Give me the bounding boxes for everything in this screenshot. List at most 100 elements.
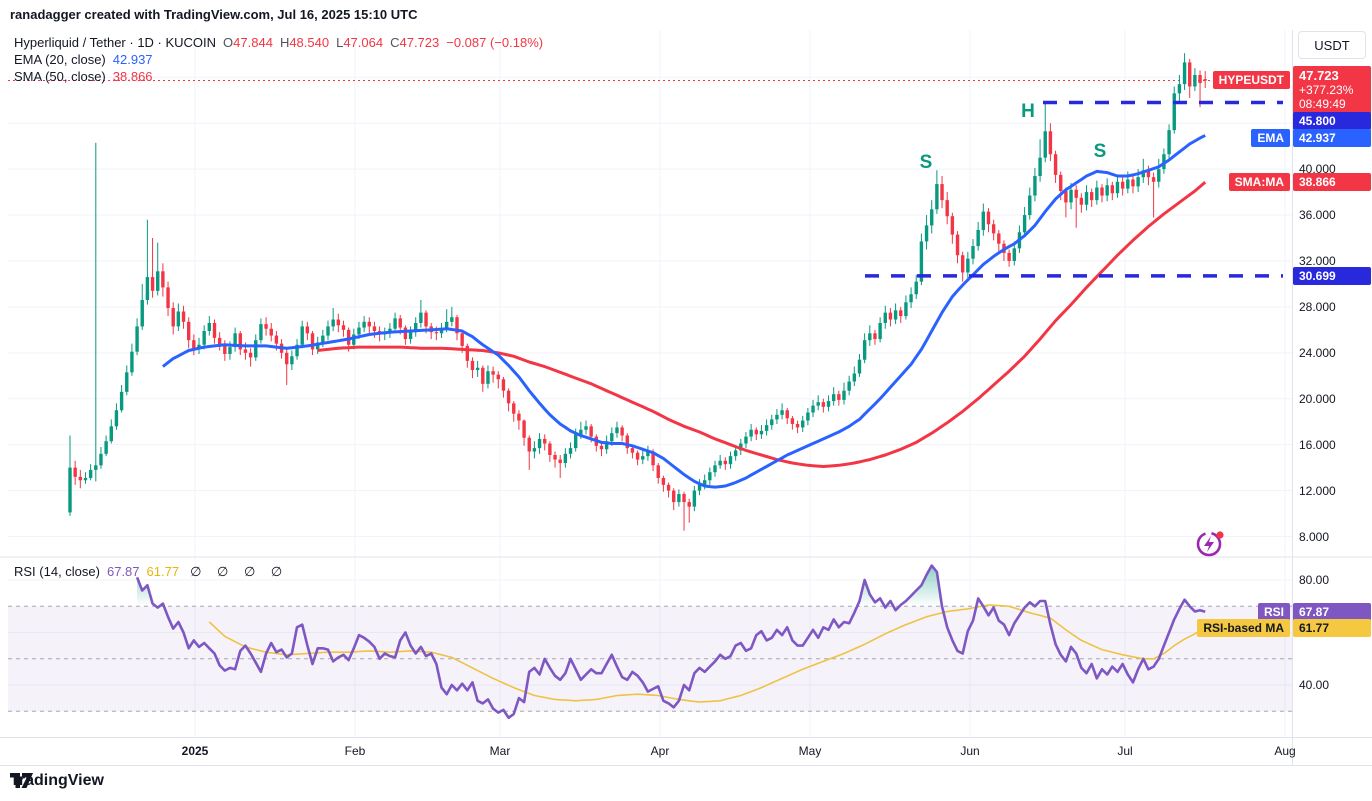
candle bbox=[1012, 248, 1016, 261]
candle bbox=[398, 318, 402, 328]
candle bbox=[837, 394, 841, 400]
candle bbox=[1100, 187, 1104, 196]
candle bbox=[1043, 131, 1047, 158]
candle bbox=[1110, 185, 1115, 194]
tradingview-logo[interactable]: TradingView bbox=[10, 772, 104, 790]
candle bbox=[341, 325, 346, 330]
candle bbox=[166, 287, 170, 309]
candle bbox=[1038, 157, 1042, 177]
candle bbox=[88, 469, 93, 478]
candle bbox=[181, 311, 186, 322]
legend-ema-row[interactable]: EMA (20, close) 42.937 bbox=[14, 52, 153, 67]
watermark-credit: ranadagger created with TradingView.com,… bbox=[10, 7, 418, 22]
candle bbox=[687, 502, 691, 507]
candle bbox=[801, 420, 805, 428]
candle bbox=[233, 333, 237, 348]
change-percent: +377.23% bbox=[1299, 83, 1354, 98]
candle bbox=[506, 390, 511, 404]
candle bbox=[1136, 177, 1140, 187]
candle bbox=[150, 277, 155, 291]
candle bbox=[1182, 62, 1187, 85]
candle bbox=[403, 327, 408, 340]
price-tick: 20.000 bbox=[1299, 391, 1336, 406]
rsi-ma-axis-label: RSI-based MA bbox=[1197, 618, 1290, 637]
candle bbox=[651, 451, 655, 466]
candle bbox=[831, 394, 836, 402]
candles bbox=[68, 53, 1207, 531]
candle bbox=[909, 294, 913, 303]
candle bbox=[161, 271, 165, 288]
candle bbox=[1095, 187, 1099, 201]
time-axis[interactable] bbox=[0, 737, 1372, 765]
candle bbox=[408, 332, 413, 340]
candle bbox=[156, 271, 160, 291]
candle bbox=[243, 349, 248, 353]
candle bbox=[176, 311, 181, 327]
candle bbox=[930, 209, 934, 226]
candle bbox=[1053, 154, 1058, 175]
price-tick: 12.000 bbox=[1299, 483, 1336, 498]
candle bbox=[455, 317, 459, 334]
candle bbox=[470, 360, 475, 371]
candle bbox=[130, 351, 134, 373]
legend-sma-row[interactable]: SMA (50, close) 38.866 bbox=[14, 69, 153, 84]
rsi-line bbox=[135, 564, 1206, 720]
candle bbox=[713, 465, 717, 473]
candle bbox=[186, 321, 191, 341]
candle bbox=[346, 329, 351, 345]
candle bbox=[1007, 252, 1011, 261]
candle bbox=[868, 333, 872, 341]
candle bbox=[935, 184, 939, 210]
candle bbox=[553, 454, 557, 460]
candle bbox=[862, 340, 867, 360]
candle bbox=[692, 490, 697, 507]
flash-icon[interactable] bbox=[1190, 525, 1232, 563]
candle bbox=[125, 372, 129, 392]
candle bbox=[501, 379, 506, 391]
tradingview-wordmark: TradingView bbox=[10, 772, 104, 789]
candle bbox=[73, 467, 77, 477]
candle bbox=[1120, 181, 1125, 189]
candle bbox=[1084, 192, 1089, 205]
candle bbox=[682, 494, 686, 503]
time-tick-Apr: Apr bbox=[650, 744, 670, 758]
price-tick: 32.000 bbox=[1299, 253, 1336, 268]
time-tick-Jun: Jun bbox=[960, 744, 980, 758]
candle bbox=[300, 326, 304, 345]
symbol-price-badge: 47.723 +377.23% 08:49:49 bbox=[1293, 66, 1371, 115]
price-tick: 36.000 bbox=[1299, 208, 1336, 223]
candle bbox=[811, 405, 815, 413]
annotation-S: S bbox=[1094, 141, 1107, 162]
candle bbox=[852, 373, 857, 382]
candle bbox=[78, 476, 83, 481]
candle bbox=[192, 340, 196, 349]
ema-axis-value: 42.937 bbox=[1293, 129, 1371, 148]
candle bbox=[419, 312, 423, 323]
candle bbox=[94, 465, 98, 470]
candle bbox=[986, 211, 991, 225]
candle bbox=[857, 359, 862, 374]
candle bbox=[981, 211, 986, 230]
candle bbox=[264, 324, 268, 329]
currency-toggle-button[interactable]: USDT bbox=[1298, 31, 1366, 59]
sma-value: 38.866 bbox=[112, 69, 153, 84]
candle bbox=[1059, 174, 1063, 191]
candle bbox=[940, 184, 944, 201]
candle bbox=[749, 429, 753, 437]
candle bbox=[976, 229, 980, 247]
candle bbox=[1074, 189, 1078, 198]
candle bbox=[254, 340, 258, 358]
legend-symbol-row[interactable]: Hyperliquid / Tether · 1D · KUCOIN O47.8… bbox=[14, 35, 543, 50]
candle bbox=[666, 484, 671, 491]
price-tick: 40.000 bbox=[1299, 162, 1336, 177]
legend-rsi-row[interactable]: RSI (14, close) 67.87 61.77 ∅ ∅ ∅ ∅ bbox=[14, 564, 288, 580]
candle bbox=[496, 374, 500, 380]
candle bbox=[604, 441, 609, 450]
candle bbox=[733, 450, 738, 457]
candle bbox=[331, 319, 335, 327]
candle bbox=[558, 459, 562, 464]
price-tick: 8.000 bbox=[1299, 529, 1330, 544]
candle bbox=[465, 345, 470, 361]
candle bbox=[579, 429, 583, 435]
